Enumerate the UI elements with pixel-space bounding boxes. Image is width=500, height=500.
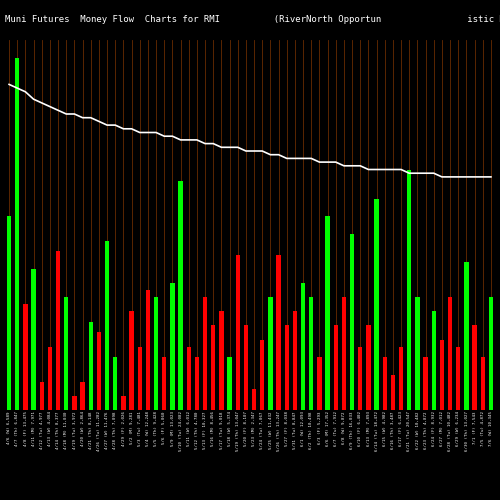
Bar — [301, 283, 306, 410]
Bar — [334, 326, 338, 410]
Bar — [440, 340, 444, 410]
Bar — [268, 297, 272, 410]
Bar — [23, 304, 28, 410]
Bar — [7, 216, 12, 410]
Bar — [456, 346, 460, 410]
Bar — [374, 198, 379, 410]
Bar — [260, 340, 264, 410]
Bar — [276, 255, 281, 410]
Bar — [424, 357, 428, 410]
Bar — [464, 262, 468, 410]
Bar — [40, 382, 44, 410]
Bar — [244, 326, 248, 410]
Bar — [366, 326, 370, 410]
Bar — [326, 216, 330, 410]
Text: Muni Futures  Money Flow  Charts for RMI          (RiverNorth Opportun          : Muni Futures Money Flow Charts for RMI (… — [5, 15, 500, 24]
Bar — [407, 170, 412, 410]
Bar — [309, 297, 314, 410]
Bar — [96, 332, 101, 410]
Bar — [32, 269, 36, 410]
Bar — [130, 312, 134, 410]
Bar — [80, 382, 85, 410]
Bar — [64, 297, 68, 410]
Bar — [113, 357, 117, 410]
Bar — [236, 255, 240, 410]
Bar — [154, 297, 158, 410]
Bar — [56, 252, 60, 410]
Bar — [399, 346, 404, 410]
Bar — [105, 241, 110, 410]
Bar — [488, 297, 493, 410]
Bar — [194, 357, 199, 410]
Bar — [432, 312, 436, 410]
Bar — [211, 326, 216, 410]
Bar — [350, 234, 354, 410]
Bar — [162, 357, 166, 410]
Bar — [138, 346, 142, 410]
Bar — [170, 283, 174, 410]
Bar — [448, 297, 452, 410]
Bar — [472, 326, 477, 410]
Bar — [228, 357, 232, 410]
Bar — [15, 58, 20, 410]
Bar — [48, 346, 52, 410]
Bar — [219, 312, 224, 410]
Bar — [72, 396, 76, 410]
Bar — [382, 357, 387, 410]
Bar — [88, 322, 93, 410]
Bar — [415, 297, 420, 410]
Bar — [390, 375, 395, 410]
Bar — [317, 357, 322, 410]
Bar — [358, 346, 362, 410]
Bar — [121, 396, 126, 410]
Bar — [203, 297, 207, 410]
Bar — [284, 326, 289, 410]
Bar — [292, 312, 297, 410]
Bar — [146, 290, 150, 410]
Bar — [342, 297, 346, 410]
Bar — [252, 389, 256, 410]
Bar — [178, 181, 183, 410]
Bar — [480, 357, 485, 410]
Bar — [186, 346, 191, 410]
